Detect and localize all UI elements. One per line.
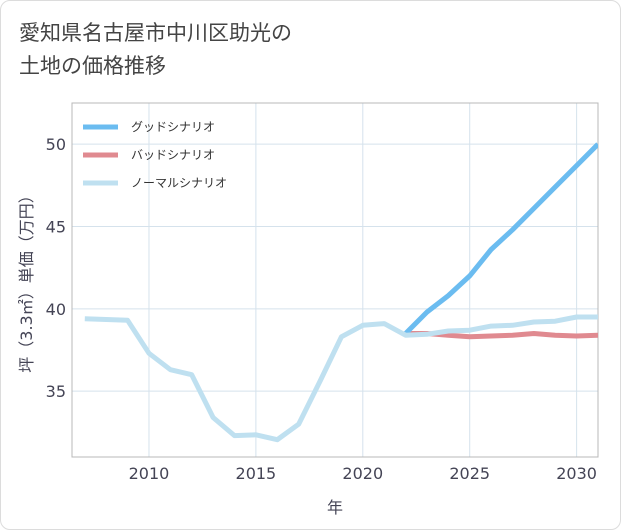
series-line-0 bbox=[403, 142, 598, 336]
legend-label-0: グッドシナリオ bbox=[131, 120, 215, 134]
axis-ticks: 2010 2015 2020 2025 2030 35 40 45 50 bbox=[46, 135, 597, 483]
y-tick-label: 35 bbox=[46, 382, 66, 401]
legend-label-2: ノーマルシナリオ bbox=[131, 176, 227, 190]
series-lines bbox=[84, 142, 598, 443]
x-tick-label: 2030 bbox=[556, 464, 597, 483]
chart-title-line-2: 土地の価格推移 bbox=[19, 54, 166, 78]
series-line-2 bbox=[84, 314, 598, 443]
y-tick-label: 45 bbox=[46, 217, 66, 236]
x-tick-label: 2020 bbox=[342, 464, 383, 483]
y-tick-label: 50 bbox=[46, 135, 66, 154]
x-tick-label: 2010 bbox=[129, 464, 170, 483]
x-tick-label: 2025 bbox=[449, 464, 490, 483]
chart-title: 愛知県名古屋市中川区助光の 土地の価格推移 bbox=[19, 17, 292, 83]
x-tick-label: 2015 bbox=[236, 464, 277, 483]
chart-title-line-1: 愛知県名古屋市中川区助光の bbox=[19, 21, 292, 45]
plot-area bbox=[71, 102, 599, 458]
x-axis-title: 年 bbox=[327, 498, 343, 517]
grid bbox=[72, 103, 598, 457]
legend-label-1: バッドシナリオ bbox=[131, 148, 215, 162]
y-axis-title: 坪（3.3㎡）単価（万円） bbox=[17, 187, 36, 372]
y-tick-label: 40 bbox=[46, 300, 66, 319]
